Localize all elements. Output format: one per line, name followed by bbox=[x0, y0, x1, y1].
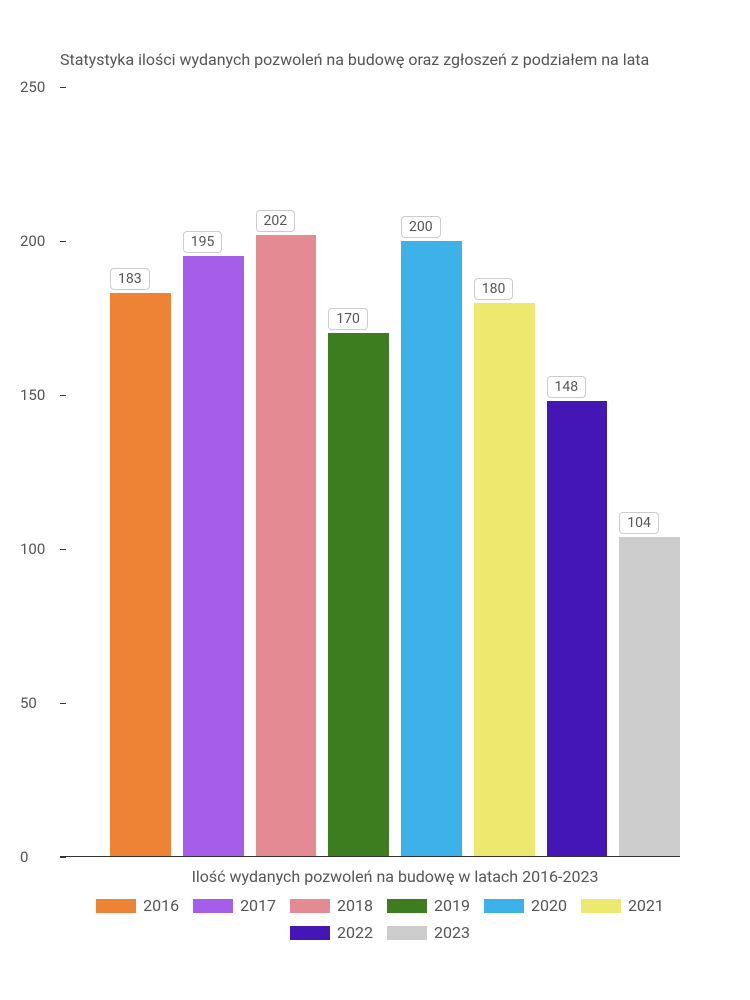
legend-swatch bbox=[96, 899, 136, 913]
legend-label: 2020 bbox=[531, 896, 567, 915]
bars-group: 183195202170200180148104 bbox=[110, 87, 680, 857]
bar-wrapper: 104 bbox=[619, 537, 680, 857]
bar-group: 183 bbox=[110, 293, 171, 857]
y-tick-mark bbox=[60, 87, 66, 88]
y-tick-mark bbox=[60, 857, 66, 858]
legend-label: 2019 bbox=[434, 896, 470, 915]
bar bbox=[474, 303, 535, 857]
bar-wrapper: 148 bbox=[547, 401, 608, 857]
y-tick-label: 200 bbox=[20, 232, 45, 250]
bar-wrapper: 183 bbox=[110, 293, 171, 857]
bar-value-label: 202 bbox=[256, 210, 296, 232]
legend-swatch bbox=[387, 926, 427, 940]
legend: 2016 2017 2018 2019 2020 2021 2022 2023 bbox=[70, 896, 690, 942]
legend-item: 2016 bbox=[96, 896, 179, 915]
legend-swatch bbox=[290, 899, 330, 913]
bar-wrapper: 170 bbox=[328, 333, 389, 857]
bar-value-label: 195 bbox=[183, 231, 223, 253]
y-tick-label: 250 bbox=[20, 78, 45, 96]
bar bbox=[110, 293, 171, 857]
bar-value-label: 170 bbox=[328, 308, 368, 330]
legend-label: 2016 bbox=[143, 896, 179, 915]
y-tick-label: 50 bbox=[20, 694, 37, 712]
bar bbox=[401, 241, 462, 857]
y-tick-label: 100 bbox=[20, 540, 45, 558]
y-tick-mark bbox=[60, 241, 66, 242]
chart-container: Statystyka ilości wydanych pozwoleń na b… bbox=[60, 50, 700, 942]
legend-swatch bbox=[484, 899, 524, 913]
legend-item: 2023 bbox=[387, 923, 470, 942]
bar-wrapper: 180 bbox=[474, 303, 535, 857]
legend-label: 2018 bbox=[337, 896, 373, 915]
bar-group: 180 bbox=[474, 303, 535, 857]
bar-group: 202 bbox=[256, 235, 317, 857]
y-tick-label: 150 bbox=[20, 386, 45, 404]
y-tick-label: 0 bbox=[20, 848, 28, 866]
bar bbox=[619, 537, 680, 857]
chart-title: Statystyka ilości wydanych pozwoleń na b… bbox=[60, 50, 700, 69]
legend-label: 2023 bbox=[434, 923, 470, 942]
legend-label: 2021 bbox=[628, 896, 664, 915]
legend-item: 2017 bbox=[193, 896, 276, 915]
legend-swatch bbox=[193, 899, 233, 913]
bar-value-label: 180 bbox=[474, 278, 514, 300]
legend-swatch bbox=[387, 899, 427, 913]
bar-group: 195 bbox=[183, 256, 244, 857]
x-axis-label: Ilość wydanych pozwoleń na budowę w lata… bbox=[90, 867, 700, 886]
bar bbox=[256, 235, 317, 857]
bar-value-label: 200 bbox=[401, 216, 441, 238]
y-tick-mark bbox=[60, 703, 66, 704]
axis-baseline bbox=[60, 856, 680, 857]
legend-item: 2021 bbox=[581, 896, 664, 915]
legend-swatch bbox=[581, 899, 621, 913]
bar-group: 148 bbox=[547, 401, 608, 857]
bar-wrapper: 200 bbox=[401, 241, 462, 857]
bar-wrapper: 202 bbox=[256, 235, 317, 857]
y-tick-mark bbox=[60, 395, 66, 396]
bar-value-label: 183 bbox=[110, 268, 150, 290]
plot-area: 183195202170200180148104 050100150200250 bbox=[60, 87, 680, 857]
legend-item: 2018 bbox=[290, 896, 373, 915]
bar-value-label: 148 bbox=[547, 376, 587, 398]
bar bbox=[328, 333, 389, 857]
legend-item: 2019 bbox=[387, 896, 470, 915]
bar-group: 104 bbox=[619, 537, 680, 857]
bar bbox=[547, 401, 608, 857]
bar-value-label: 104 bbox=[619, 512, 659, 534]
bar bbox=[183, 256, 244, 857]
legend-swatch bbox=[290, 926, 330, 940]
legend-item: 2022 bbox=[290, 923, 373, 942]
legend-item: 2020 bbox=[484, 896, 567, 915]
bar-group: 170 bbox=[328, 333, 389, 857]
bar-wrapper: 195 bbox=[183, 256, 244, 857]
bar-group: 200 bbox=[401, 241, 462, 857]
legend-label: 2022 bbox=[337, 923, 373, 942]
y-tick-mark bbox=[60, 549, 66, 550]
legend-label: 2017 bbox=[240, 896, 276, 915]
